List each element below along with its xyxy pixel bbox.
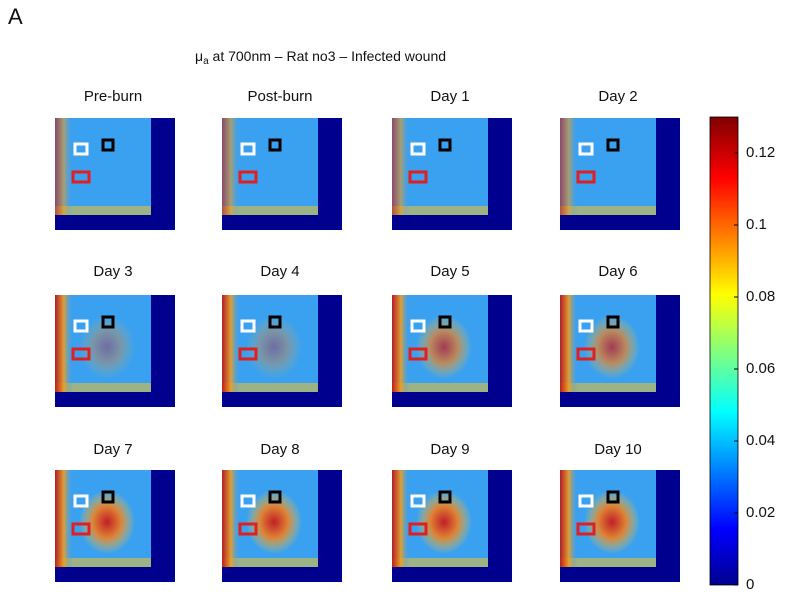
image-noise [392,383,488,392]
image-edge [222,118,240,215]
image-heat [79,315,135,379]
image-noise [392,558,488,567]
image-heat [416,490,472,554]
roi-white [240,319,256,333]
roi-white [73,142,89,156]
roi-red [71,522,91,536]
image-edge [560,295,578,392]
image-noise [222,558,318,567]
image-noise [55,558,151,567]
image-noise [560,558,656,567]
roi-red [238,347,258,361]
image-edge [55,118,73,215]
image-edge [55,470,73,567]
roi-red [408,347,428,361]
roi-black [268,315,282,329]
image-edge [392,118,410,215]
roi-black [606,138,620,152]
panel-title: Post-burn [247,88,312,105]
image-noise [392,206,488,215]
panel-title: Day 2 [598,88,637,105]
roi-black [268,490,282,504]
image-edge [222,295,240,392]
colorbar-tick-label: 0.12 [746,144,775,161]
roi-black [438,315,452,329]
panel-label: A [8,4,23,29]
roi-red [71,347,91,361]
title-subscript: a [203,56,209,67]
roi-white [240,494,256,508]
image-heat [246,490,302,554]
roi-black [438,490,452,504]
roi-red [238,522,258,536]
image-edge [55,295,73,392]
roi-white [240,142,256,156]
image-edge [392,470,410,567]
image-heat [79,490,135,554]
colorbar-tick-label: 0.02 [746,504,775,521]
roi-black [101,490,115,504]
image-noise [55,383,151,392]
panels: Pre-burn Post-burn Day 1 Day 2 Day 3 Day 4 Day… [55,88,680,582]
panel-title: Day 10 [594,441,642,458]
panel-title: Day 8 [260,441,299,458]
panel-title: Day 6 [598,263,637,280]
figure-title: μa at 700nm – Rat no3 – Infected wound [195,48,446,67]
image-heat [584,490,640,554]
roi-white [578,142,594,156]
roi-white [410,319,426,333]
title-symbol: μ [195,48,203,64]
colorbar-tick-label: 0.04 [746,432,775,449]
roi-black [101,138,115,152]
roi-black [606,315,620,329]
image-heat [584,315,640,379]
roi-red [576,170,596,184]
colorbar-tick-label: 0.08 [746,288,775,305]
panel-title: Pre-burn [84,88,142,105]
panel-title: Day 9 [430,441,469,458]
roi-red [408,170,428,184]
panel-title: Day 4 [260,263,299,280]
roi-white [578,494,594,508]
roi-white [410,494,426,508]
roi-black [101,315,115,329]
roi-red [71,170,91,184]
roi-white [410,142,426,156]
roi-black [438,138,452,152]
colorbar [709,116,739,586]
panel-title: Day 7 [93,441,132,458]
roi-red [576,347,596,361]
roi-white [578,319,594,333]
image-noise [222,383,318,392]
colorbar-tick-label: 0 [746,576,754,593]
panel-title: Day 1 [430,88,469,105]
image-noise [222,206,318,215]
colorbar-tick-label: 0.1 [746,216,767,233]
roi-black [606,490,620,504]
image-noise [55,206,151,215]
roi-red [576,522,596,536]
image-noise [560,383,656,392]
image-edge [392,295,410,392]
image-heat [246,315,302,379]
image-edge [560,118,578,215]
image-edge [560,470,578,567]
roi-white [73,319,89,333]
title-text: at 700nm – Rat no3 – Infected wound [209,48,446,64]
roi-red [238,170,258,184]
colorbar-tick-label: 0.06 [746,360,775,377]
panel-title: Day 3 [93,263,132,280]
image-noise [560,206,656,215]
roi-red [408,522,428,536]
roi-black [268,138,282,152]
colorbar-axis: 0 0.02 0.04 0.06 0.08 0.1 0.12 [734,144,775,593]
roi-white [73,494,89,508]
image-heat [416,315,472,379]
image-edge [222,470,240,567]
panel-title: Day 5 [430,263,469,280]
